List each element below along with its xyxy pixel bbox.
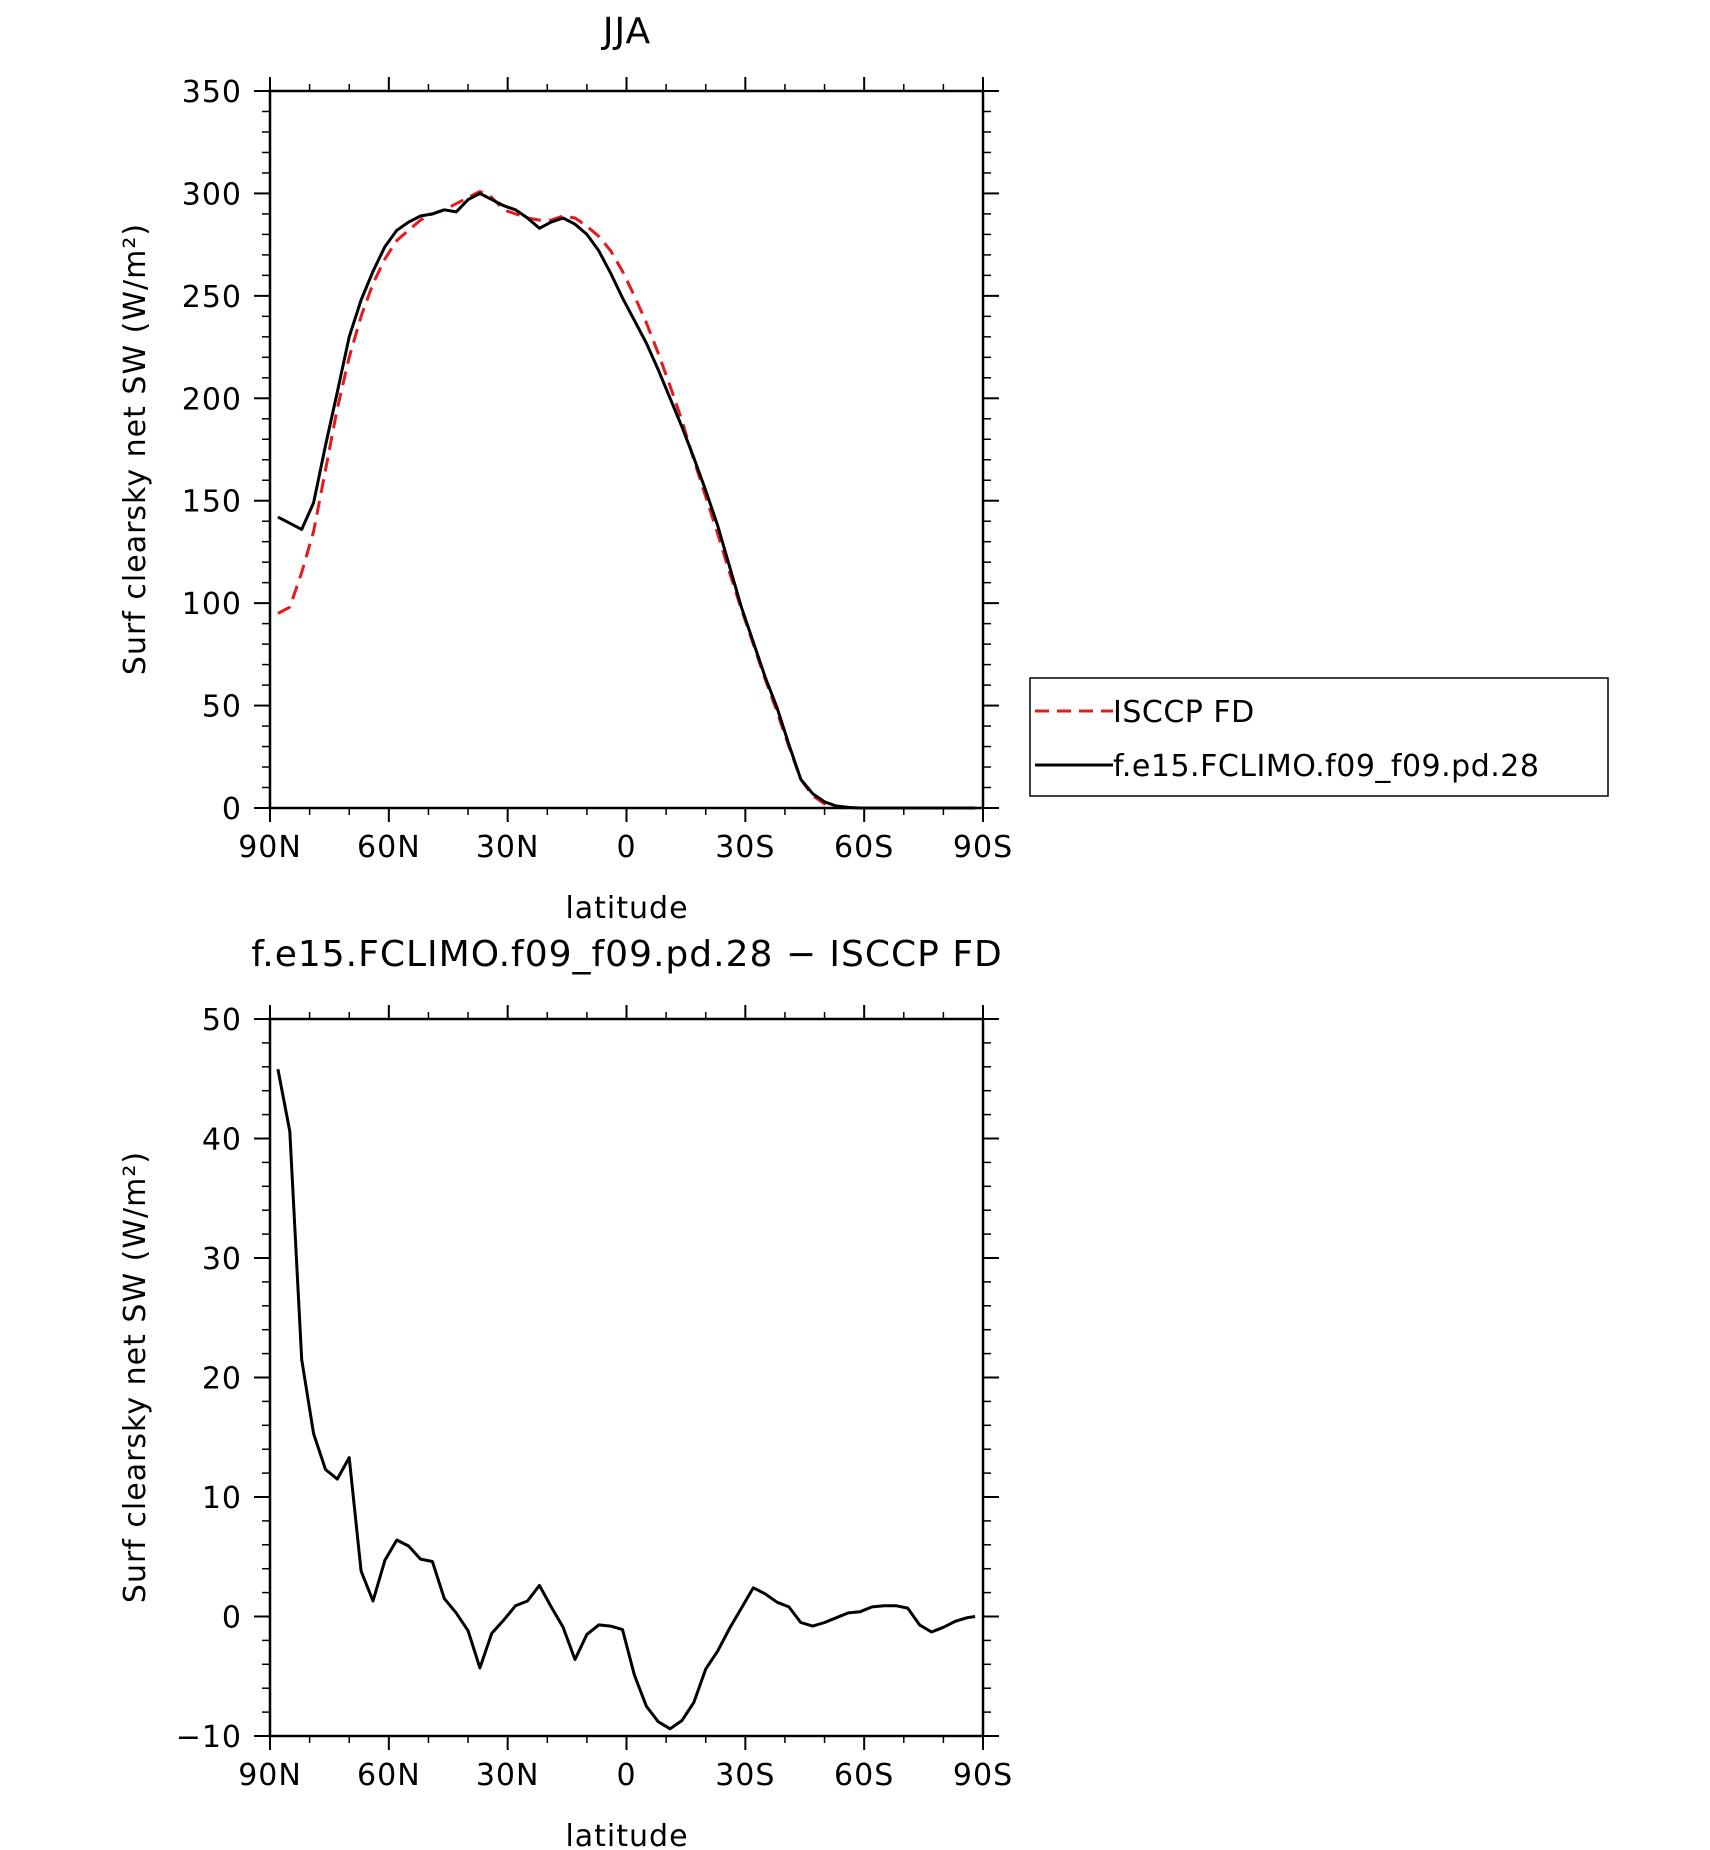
top-y-tick-label: 200 bbox=[182, 382, 242, 417]
bottom-y-tick-label: −10 bbox=[176, 1720, 242, 1755]
top-y-tick-label: 350 bbox=[182, 75, 242, 110]
bottom-ticks: 90N 60N 30N 0 30S 60S 90S −10 0 10 20 30 40 50 bbox=[176, 1003, 1013, 1793]
bottom-y-tick-label: 30 bbox=[202, 1242, 242, 1277]
legend: ISCCP FD f.e15.FCLIMO.f09_f09.pd.28 bbox=[1029, 677, 1609, 797]
legend-box bbox=[1029, 677, 1609, 797]
legend-label-model: f.e15.FCLIMO.f09_f09.pd.28 bbox=[1113, 749, 1539, 784]
bottom-x-tick-label: 30N bbox=[476, 1758, 540, 1793]
bottom-x-tick-label: 90N bbox=[238, 1758, 302, 1793]
bottom-y-axis-label: Surf clearsky net SW (W/m²) bbox=[118, 1151, 153, 1603]
top-x-tick-label: 0 bbox=[616, 830, 636, 865]
bottom-y-tick-label: 10 bbox=[202, 1481, 242, 1516]
bottom-series bbox=[276, 1068, 976, 1731]
top-panel: JJA 90N 60N 30N 0 30S 60S 90S 0 50 100 150 200 250 30… bbox=[118, 11, 1013, 926]
legend-label-isccp: ISCCP FD bbox=[1113, 695, 1255, 730]
bottom-x-tick-label: 0 bbox=[616, 1758, 636, 1793]
top-y-tick-label: 0 bbox=[222, 792, 242, 827]
bottom-y-tick-label: 20 bbox=[202, 1362, 242, 1397]
bottom-x-tick-label: 60N bbox=[357, 1758, 421, 1793]
top-x-tick-label: 60N bbox=[357, 830, 421, 865]
top-x-tick-label: 90N bbox=[238, 830, 302, 865]
top-x-tick-label: 60S bbox=[834, 830, 894, 865]
bottom-x-tick-label: 90S bbox=[953, 1758, 1013, 1793]
top-x-tick-label: 90S bbox=[953, 830, 1013, 865]
top-y-tick-label: 50 bbox=[202, 690, 242, 725]
top-y-tick-label: 100 bbox=[182, 587, 242, 622]
bottom-x-tick-label: 60S bbox=[834, 1758, 894, 1793]
bottom-series-difference-line bbox=[276, 1068, 976, 1731]
bottom-y-tick-label: 40 bbox=[202, 1123, 242, 1158]
bottom-plot-frame bbox=[268, 1017, 985, 1738]
top-panel-title: JJA bbox=[601, 11, 651, 52]
bottom-y-tick-label: 0 bbox=[222, 1601, 242, 1636]
top-y-tick-label: 250 bbox=[182, 280, 242, 315]
top-x-tick-label: 30N bbox=[476, 830, 540, 865]
top-plot-frame bbox=[268, 89, 985, 810]
bottom-y-tick-label: 50 bbox=[202, 1003, 242, 1038]
bottom-x-axis-label: latitude bbox=[565, 1819, 688, 1850]
bottom-panel: f.e15.FCLIMO.f09_f09.pd.28 − ISCCP FD 90… bbox=[118, 934, 1013, 1850]
top-x-tick-label: 30S bbox=[715, 830, 775, 865]
bottom-x-tick-label: 30S bbox=[715, 1758, 775, 1793]
top-y-tick-label: 150 bbox=[182, 485, 242, 520]
top-y-tick-label: 300 bbox=[182, 177, 242, 212]
bottom-panel-title: f.e15.FCLIMO.f09_f09.pd.28 − ISCCP FD bbox=[251, 934, 1003, 975]
top-series-isccp-fd-line bbox=[277, 189, 976, 810]
top-series-f-e15-fclimo-f09-f09-pd-28-line bbox=[277, 191, 976, 810]
top-ticks: 90N 60N 30N 0 30S 60S 90S 0 50 100 150 200 250 300 350 bbox=[182, 75, 1013, 865]
top-x-axis-label: latitude bbox=[565, 891, 688, 926]
top-y-axis-label: Surf clearsky net SW (W/m²) bbox=[118, 223, 153, 675]
top-series bbox=[277, 189, 976, 810]
